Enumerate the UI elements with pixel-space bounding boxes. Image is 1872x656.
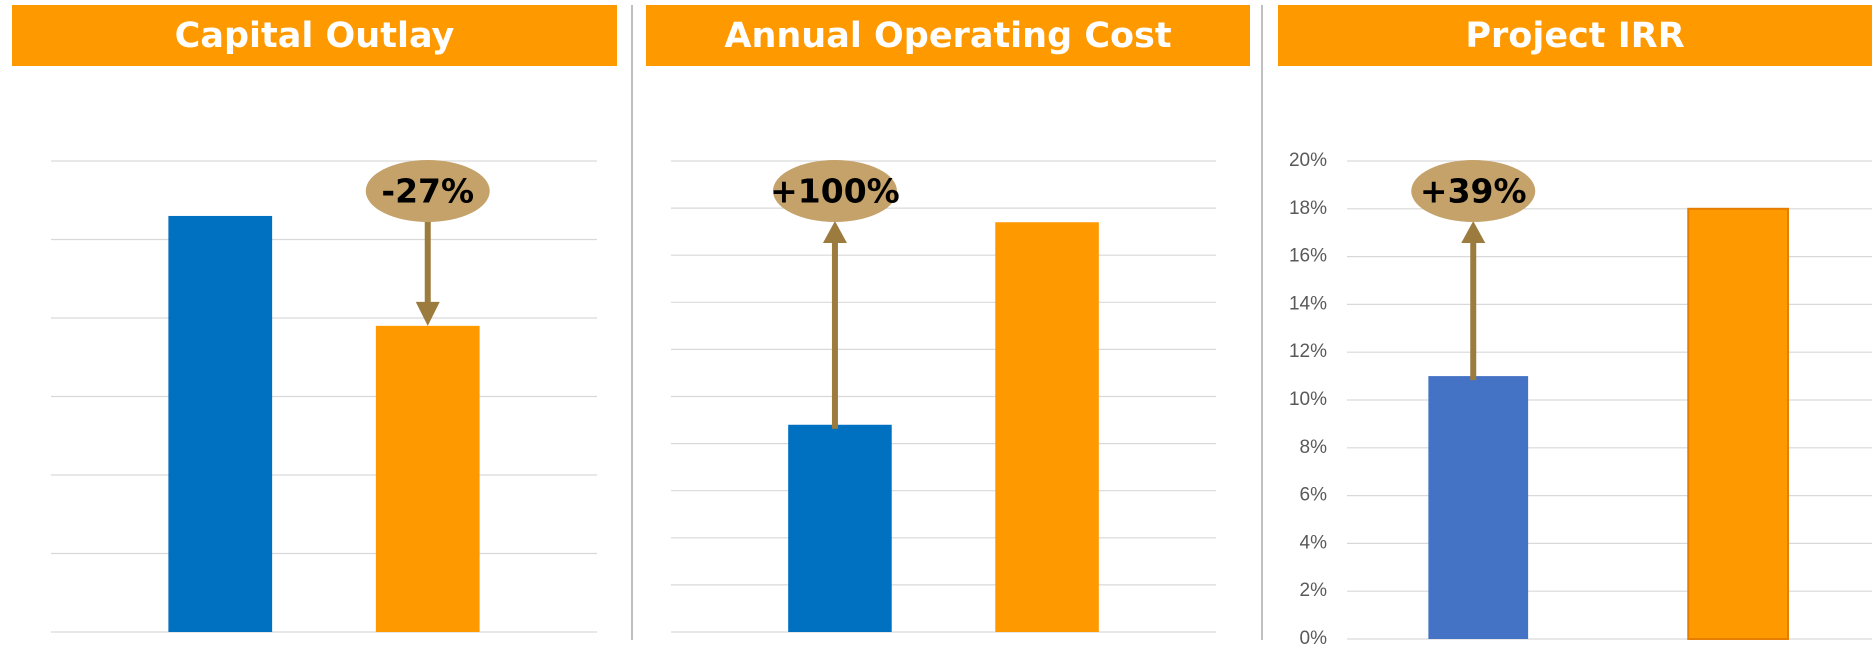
chart-title: Capital Outlay	[175, 16, 455, 56]
bar	[168, 215, 273, 632]
annotation-bubble	[772, 160, 897, 222]
y-tick-label: 16%	[1289, 246, 1327, 267]
y-tick-label: 0%	[1300, 628, 1328, 649]
chart-title: Project IRR	[1465, 16, 1684, 56]
annotation-bubble	[365, 160, 490, 222]
bar	[995, 222, 1099, 633]
y-tick-label: 2%	[1300, 580, 1328, 601]
arrow-head	[1461, 221, 1486, 243]
bar	[788, 424, 892, 632]
bar	[1428, 376, 1529, 639]
bar	[1687, 207, 1789, 641]
y-tick-label: 18%	[1289, 198, 1327, 219]
header	[1278, 5, 1872, 66]
y-tick-label: 20%	[1289, 150, 1327, 171]
bar	[375, 325, 480, 632]
header	[12, 5, 617, 66]
arrow-head	[822, 221, 847, 243]
arrow-head	[415, 301, 440, 326]
y-tick-label: 4%	[1300, 532, 1328, 553]
annotation: +39%	[1420, 172, 1527, 211]
annotation: +100%	[770, 172, 900, 211]
chart-title: Annual Operating Cost	[724, 16, 1171, 56]
y-tick-label: 12%	[1289, 341, 1327, 362]
header	[646, 5, 1250, 66]
y-tick-label: 14%	[1289, 293, 1327, 314]
y-tick-label: 8%	[1300, 437, 1328, 458]
y-tick-label: 10%	[1289, 389, 1327, 410]
annotation-bubble	[1411, 160, 1536, 222]
y-tick-label: 6%	[1300, 485, 1328, 506]
annotation: -27%	[381, 172, 474, 211]
